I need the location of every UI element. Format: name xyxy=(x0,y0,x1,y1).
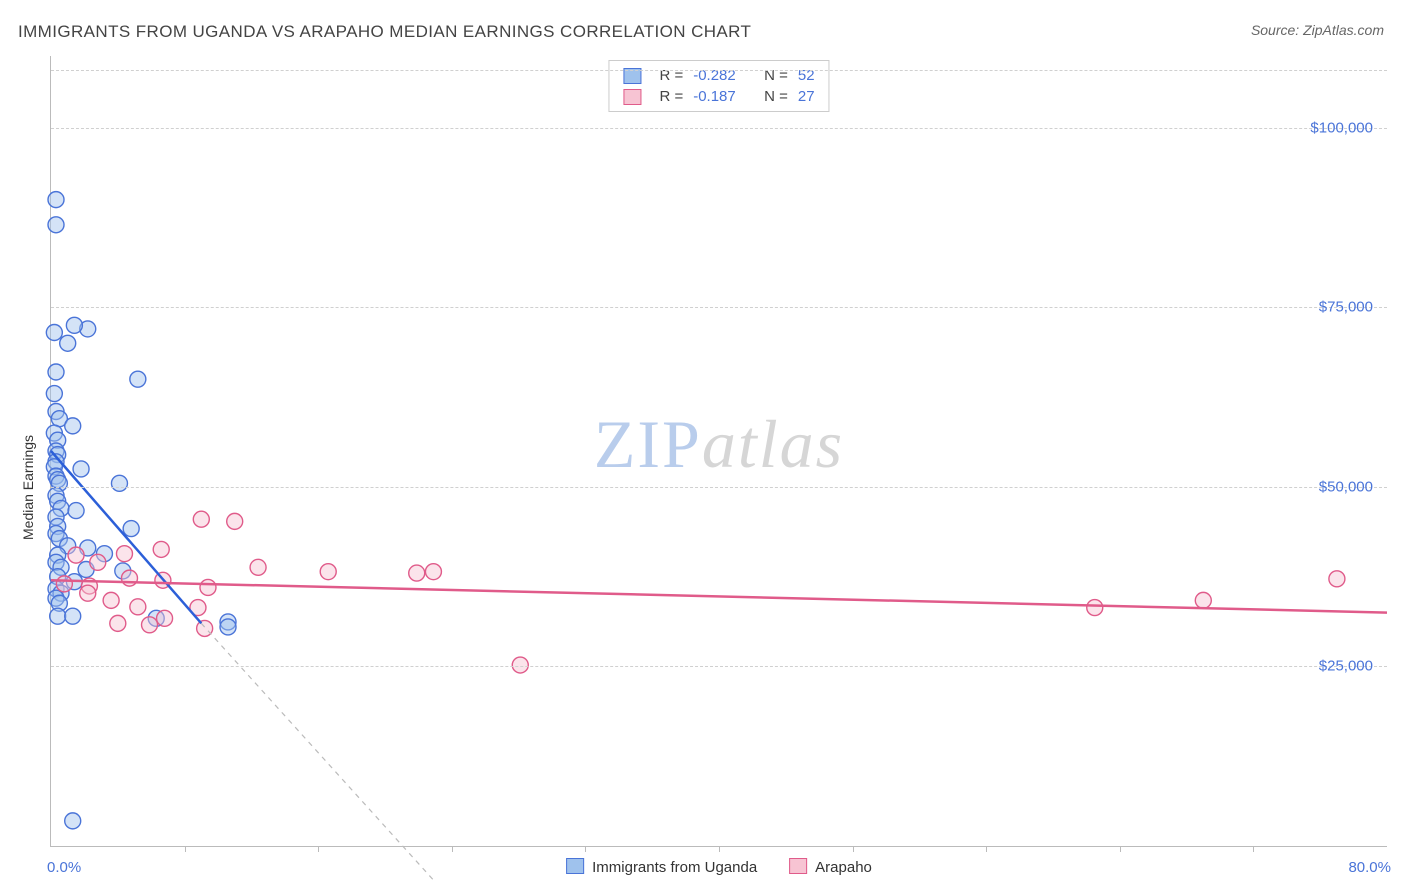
gridline xyxy=(51,666,1387,667)
data-point xyxy=(66,317,82,333)
series-legend: Immigrants from Uganda Arapaho xyxy=(566,858,872,876)
data-point xyxy=(48,217,64,233)
data-point xyxy=(46,325,62,341)
y-tick-label: $25,000 xyxy=(1319,658,1373,675)
source-name: ZipAtlas.com xyxy=(1303,22,1384,38)
data-point xyxy=(250,559,266,575)
data-point xyxy=(153,541,169,557)
data-point xyxy=(409,565,425,581)
plot-area: ZIPatlas R = -0.282 N = 52 R = -0.187 N … xyxy=(50,56,1387,847)
x-axis-max-label: 80.0% xyxy=(1348,859,1391,876)
x-axis-min-label: 0.0% xyxy=(47,859,81,876)
data-point xyxy=(1195,592,1211,608)
data-point xyxy=(220,619,236,635)
data-point xyxy=(123,521,139,537)
data-point xyxy=(425,564,441,580)
data-point xyxy=(110,615,126,631)
data-point xyxy=(50,608,66,624)
x-tickmark xyxy=(585,846,586,852)
data-point xyxy=(73,461,89,477)
data-point xyxy=(121,570,137,586)
x-tickmark xyxy=(1253,846,1254,852)
data-point xyxy=(512,657,528,673)
x-tickmark xyxy=(986,846,987,852)
series-legend-blue-label: Immigrants from Uganda xyxy=(592,859,757,876)
x-tickmark xyxy=(185,846,186,852)
data-point xyxy=(200,579,216,595)
data-point xyxy=(193,511,209,527)
data-point xyxy=(90,554,106,570)
data-point xyxy=(1329,571,1345,587)
x-tickmark xyxy=(318,846,319,852)
chart-title: IMMIGRANTS FROM UGANDA VS ARAPAHO MEDIAN… xyxy=(18,22,751,42)
swatch-blue-icon xyxy=(566,858,584,874)
gridline xyxy=(51,128,1387,129)
x-tickmark xyxy=(452,846,453,852)
trend-line xyxy=(51,451,201,623)
data-point xyxy=(65,418,81,434)
x-tickmark xyxy=(719,846,720,852)
series-legend-pink: Arapaho xyxy=(789,858,872,876)
data-point xyxy=(56,576,72,592)
y-tick-label: $50,000 xyxy=(1319,478,1373,495)
data-point xyxy=(46,386,62,402)
series-legend-blue: Immigrants from Uganda xyxy=(566,858,757,876)
gridline xyxy=(51,70,1387,71)
data-point xyxy=(48,364,64,380)
data-point xyxy=(130,371,146,387)
data-point xyxy=(320,564,336,580)
data-point xyxy=(157,610,173,626)
data-point xyxy=(142,617,158,633)
series-legend-pink-label: Arapaho xyxy=(815,859,872,876)
data-point xyxy=(111,475,127,491)
gridline xyxy=(51,487,1387,488)
trend-line xyxy=(51,580,1387,612)
data-point xyxy=(1087,600,1103,616)
data-point xyxy=(68,547,84,563)
data-point xyxy=(227,513,243,529)
data-point xyxy=(80,585,96,601)
data-point xyxy=(60,335,76,351)
source-attribution: Source: ZipAtlas.com xyxy=(1251,22,1384,38)
data-point xyxy=(103,592,119,608)
x-tickmark xyxy=(853,846,854,852)
chart-svg xyxy=(51,56,1387,846)
y-tick-label: $75,000 xyxy=(1319,299,1373,316)
source-prefix: Source: xyxy=(1251,22,1303,38)
y-tick-label: $100,000 xyxy=(1310,119,1373,136)
data-point xyxy=(68,503,84,519)
data-point xyxy=(48,192,64,208)
data-point xyxy=(65,813,81,829)
data-point xyxy=(65,608,81,624)
y-axis-label: Median Earnings xyxy=(20,435,36,540)
data-point xyxy=(116,546,132,562)
x-tickmark xyxy=(1120,846,1121,852)
trend-line xyxy=(201,623,435,882)
swatch-pink-icon xyxy=(789,858,807,874)
gridline xyxy=(51,307,1387,308)
data-point xyxy=(130,599,146,615)
